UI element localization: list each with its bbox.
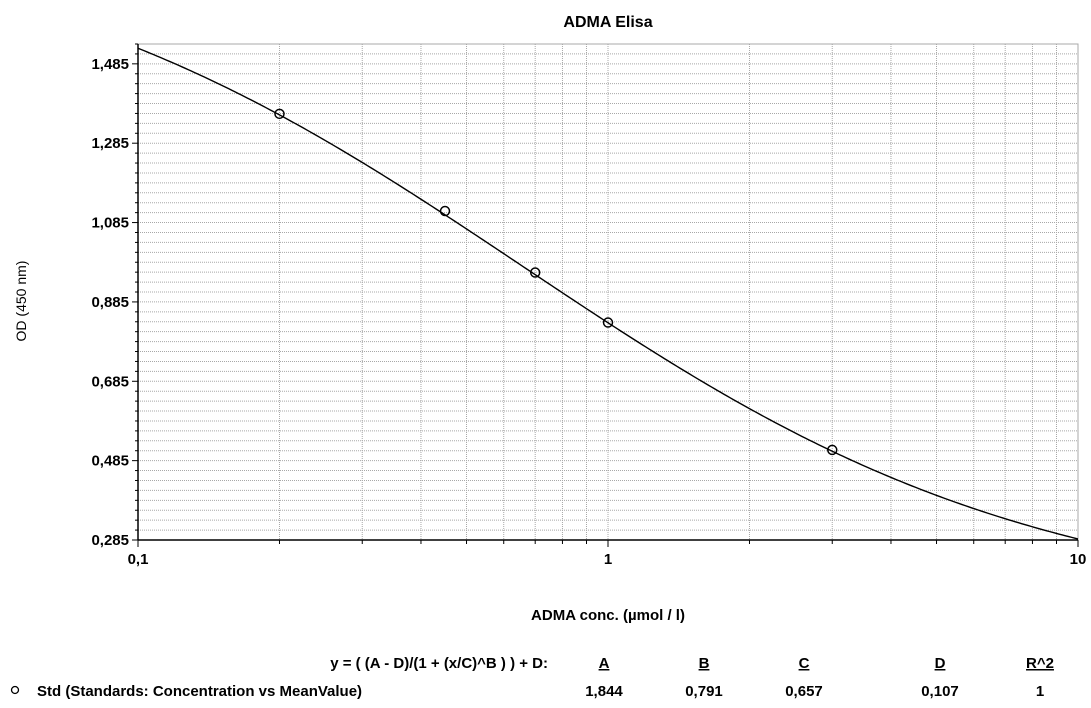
y-axis-title: OD (450 nm) [13,261,29,342]
y-tick-label: 1,085 [91,215,129,232]
fit-header-c: C [799,655,810,672]
x-axis-ticks: 0,1 1 10 [128,540,1087,568]
x-tick-label: 0,1 [128,551,149,568]
y-tick-label: 0,885 [91,294,129,311]
fit-value: 0,107 [921,683,959,700]
fit-value: 0,657 [785,683,823,700]
fit-parameter-table: y = ( (A - D)/(1 + (x/C)^B ) ) + D: A B C D… [10,655,1054,700]
fit-curve-group [138,47,1078,540]
fit-value: 1 [1036,683,1044,700]
x-axis-title: ADMA conc. (µmol / l) [531,607,685,624]
y-tick-label: 0,685 [91,373,129,390]
y-tick-label: 0,285 [91,532,129,549]
data-point [529,267,541,278]
fit-equation: y = ( (A - D)/(1 + (x/C)^B ) ) + D: [330,655,548,672]
x-tick-label: 10 [1070,551,1087,568]
data-point [439,205,451,217]
data-points [274,108,838,456]
y-axis-ticks: 0,285 0,485 0,685 0,885 1,085 1,285 1,485 [91,43,138,549]
fit-header-r2: R^2 [1026,655,1054,672]
y-tick-label: 0,485 [91,453,129,470]
fit-value: 0,791 [685,683,723,700]
data-point [826,444,838,456]
data-point [602,317,614,328]
y-tick-label: 1,485 [91,56,129,73]
legend-series-label: Std (Standards: Concentration vs MeanVal… [37,683,362,700]
fit-value: 1,844 [585,683,623,700]
legend-marker-icon [10,685,20,695]
y-tick-label: 1,285 [91,135,129,152]
fit-table-headers: A B C D R^2 [599,655,1054,672]
data-point [274,108,285,120]
fit-header-b: B [699,655,710,672]
fit-header-a: A [599,655,610,672]
fit-header-d: D [935,655,946,672]
x-tick-label: 1 [604,551,612,568]
chart-title: ADMA Elisa [563,14,652,31]
fit-curve [138,47,1078,540]
fit-table-values: 1,844 0,791 0,657 0,107 1 [585,683,1044,700]
